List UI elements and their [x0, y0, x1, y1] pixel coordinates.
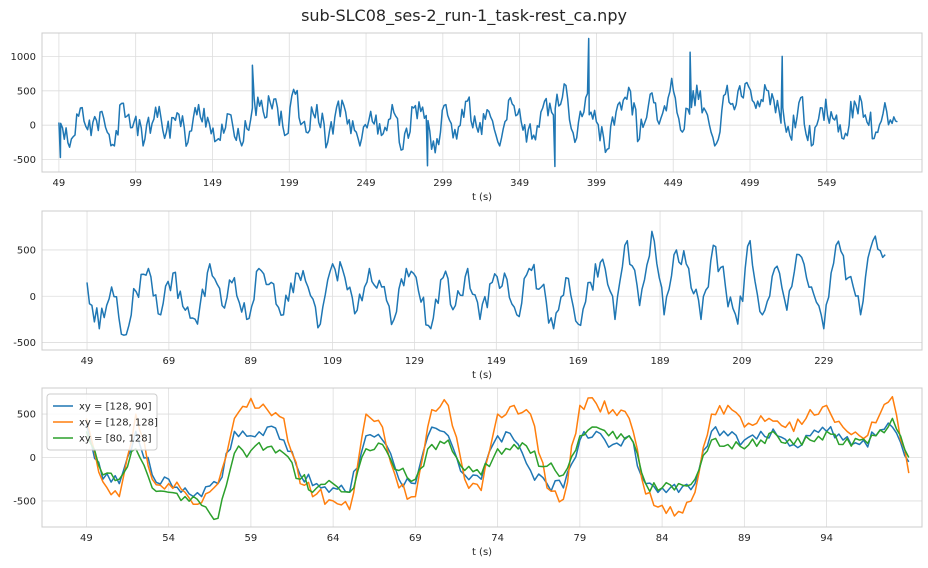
x-tick-label: 189	[650, 356, 669, 367]
x-tick-label: 84	[656, 533, 669, 544]
y-tick-label: -500	[13, 496, 36, 507]
legend-box	[46, 393, 158, 451]
chart-panel-3: 49 54 59 64 69 74 79 84 89 94 -500 0 500 t (s) xy = [1…	[13, 387, 923, 558]
legend-entry-label: xy = [128, 90]	[79, 402, 152, 413]
y-tick-label: 0	[30, 453, 36, 464]
legend-entry-label: xy = [80, 128]	[79, 434, 152, 445]
y-tick-label: 0	[30, 121, 36, 132]
x-tick-label: 129	[405, 356, 424, 367]
x-tick-label: 499	[740, 178, 759, 189]
x-tick-label: 349	[510, 178, 529, 189]
x-tick-label: 54	[162, 533, 175, 544]
x-tick-label: 49	[81, 356, 94, 367]
y-tick-label: -500	[13, 155, 36, 166]
axes-frame	[41, 387, 923, 528]
series-group	[85, 395, 910, 521]
x-tick-label: 199	[280, 178, 299, 189]
x-axis-label: t (s)	[472, 547, 492, 558]
y-tick-label: 500	[17, 245, 36, 256]
x-axis-label: t (s)	[472, 370, 492, 381]
x-tick-label: 299	[433, 178, 452, 189]
chart-panel-1: 49 99 149 199 249 299 349 399 449 499 549 -500 0 500 1…	[11, 32, 923, 203]
x-tick-label: 449	[664, 178, 683, 189]
x-tick-label: 74	[491, 533, 504, 544]
x-tick-label: 49	[80, 533, 93, 544]
series-group	[58, 37, 898, 168]
y-tick-label: 1000	[11, 52, 36, 63]
series-line-1	[86, 230, 886, 336]
y-tick-label: 0	[30, 292, 36, 303]
axes-frame	[41, 32, 923, 173]
legend-entry-label: xy = [128, 128]	[79, 418, 158, 429]
x-tick-label: 79	[574, 533, 587, 544]
x-tick-label: 94	[820, 533, 833, 544]
series-line-2	[85, 395, 910, 517]
x-tick-label: 59	[245, 533, 258, 544]
x-tick-label: 149	[203, 178, 222, 189]
x-tick-label: 109	[323, 356, 342, 367]
figure-title: sub-SLC08_ses-2_run-1_task-rest_ca.npy	[301, 6, 627, 26]
x-tick-label: 89	[244, 356, 257, 367]
x-tick-label: 69	[163, 356, 176, 367]
chart-panels: 49 99 149 199 249 299 349 399 449 499 549 -500 0 500 1…	[11, 32, 923, 558]
x-tick-label: 209	[732, 356, 751, 367]
x-tick-label: 69	[409, 533, 422, 544]
x-tick-label: 169	[569, 356, 588, 367]
axes-frame	[41, 210, 923, 351]
y-tick-label: 500	[17, 410, 36, 421]
x-tick-label: 64	[327, 533, 340, 544]
axes-background	[42, 33, 922, 172]
x-tick-label: 399	[587, 178, 606, 189]
x-tick-label: 99	[129, 178, 142, 189]
x-tick-label: 229	[814, 356, 833, 367]
x-tick-label: 49	[53, 178, 66, 189]
series-line-1	[58, 37, 898, 168]
x-tick-label: 89	[738, 533, 751, 544]
series-group	[86, 230, 886, 336]
chart-panel-2: 49 69 89 109 129 149 169 189 209 229 -500 0 500 t (s)	[13, 210, 923, 381]
series-line-3	[85, 417, 910, 521]
x-tick-label: 249	[357, 178, 376, 189]
y-tick-label: -500	[13, 338, 36, 349]
x-tick-label: 149	[487, 356, 506, 367]
y-tick-label: 500	[17, 86, 36, 97]
x-tick-label: 549	[817, 178, 836, 189]
x-axis-label: t (s)	[472, 192, 492, 203]
legend: xy = [128, 90] xy = [128, 128] xy = [80, 1…	[46, 393, 158, 451]
axes-background	[42, 211, 922, 350]
